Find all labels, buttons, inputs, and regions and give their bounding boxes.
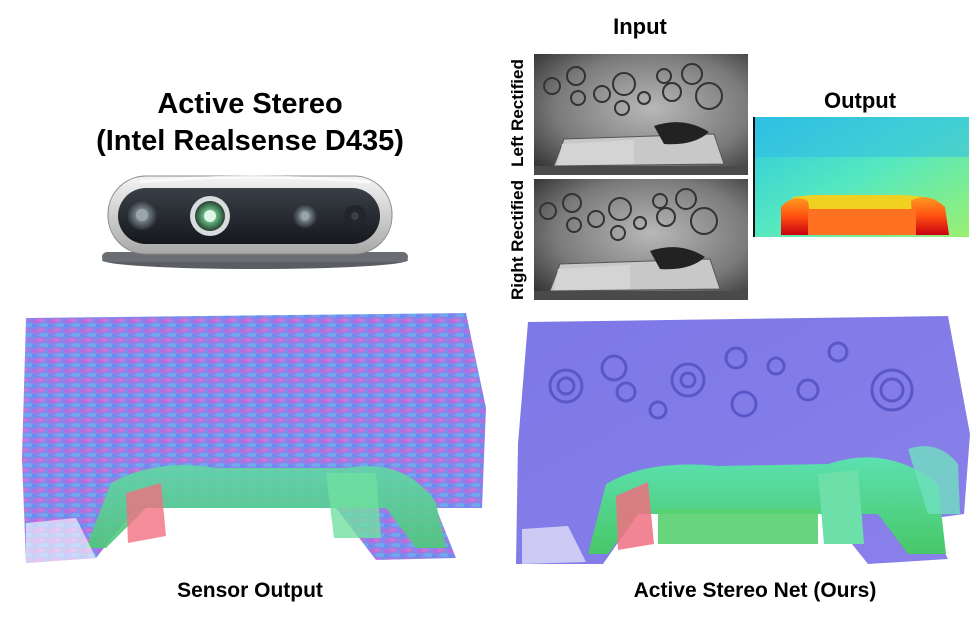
sensor-output-caption: Sensor Output [177, 579, 323, 602]
depth-output-image [753, 117, 969, 237]
right-rectified-label: Right Rectified [508, 180, 527, 300]
heading-line-1: Active Stereo [157, 88, 343, 120]
figure-heading: Active Stereo (Intel Realsense D435) [60, 86, 440, 160]
active-stereo-net-caption: Active Stereo Net (Ours) [633, 579, 877, 602]
left-rectified-image [534, 54, 748, 175]
sensor-output-normal-map [16, 308, 498, 570]
realsense-camera-image [100, 168, 415, 273]
heading-line-2: (Intel Realsense D435) [96, 125, 404, 157]
input-title: Input [613, 14, 667, 39]
active-stereo-net-normal-map [508, 314, 974, 566]
left-rectified-label: Left Rectified [508, 59, 527, 167]
output-title: Output [823, 88, 897, 113]
right-rectified-image [534, 179, 748, 300]
